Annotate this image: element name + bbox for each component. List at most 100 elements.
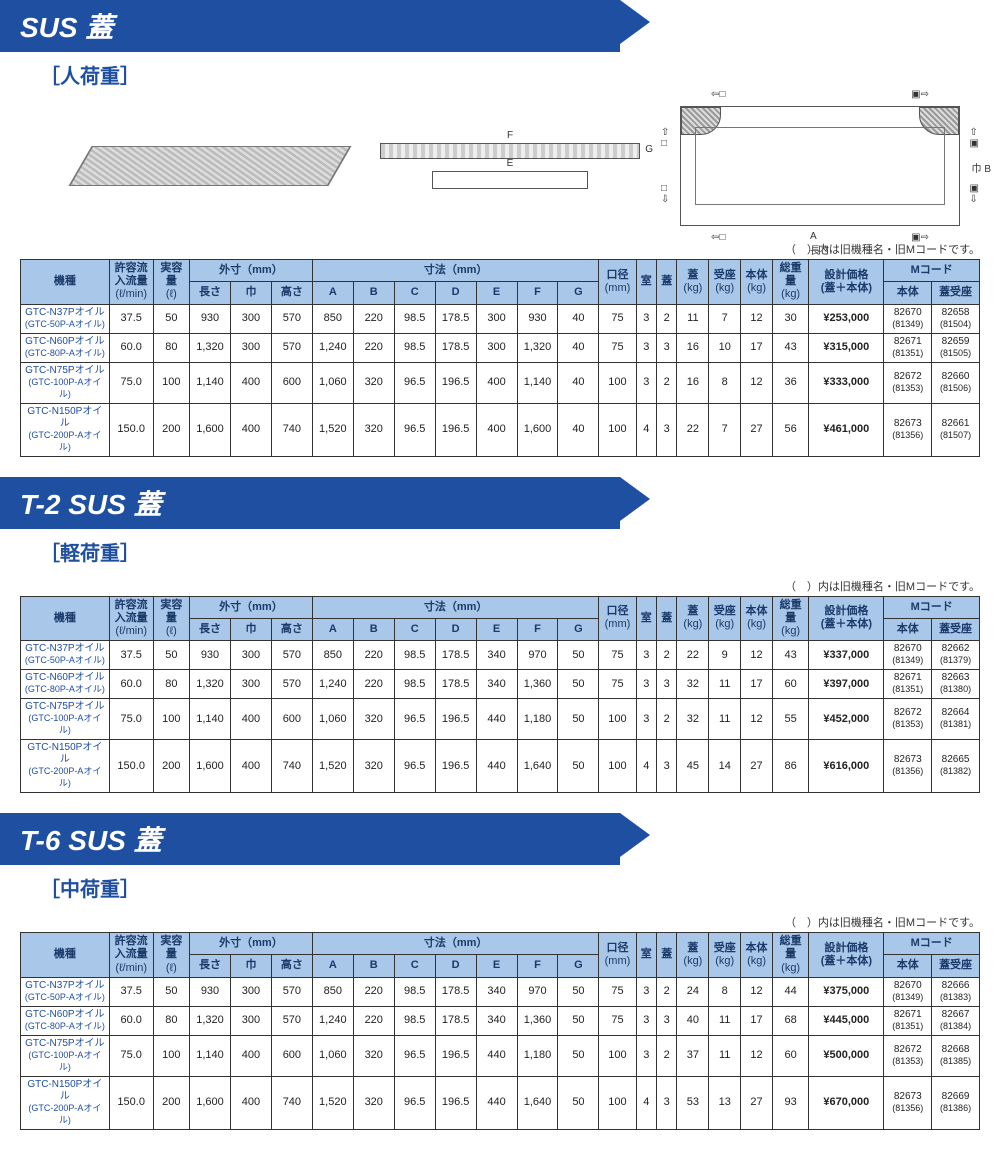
F-cell: 1,180	[517, 1035, 558, 1076]
lid-cell: 2	[657, 362, 677, 403]
lid-cell: 2	[657, 1035, 677, 1076]
lid-cell: 2	[657, 977, 677, 1006]
model-cell: GTC-N150Pオイル(GTC-200P-Aオイル)	[21, 740, 110, 793]
seatkg-cell: 8	[709, 977, 741, 1006]
mcode-seat-cell: 82664(81381)	[932, 699, 980, 740]
seatkg-cell: 11	[709, 699, 741, 740]
E-cell: 400	[476, 403, 517, 456]
room-cell: 4	[636, 1076, 656, 1129]
price-cell: ¥337,000	[809, 641, 884, 670]
B-cell: 320	[353, 362, 394, 403]
B-cell: 320	[353, 1076, 394, 1129]
D-cell: 178.5	[435, 304, 476, 333]
wid-cell: 300	[230, 333, 271, 362]
C-cell: 98.5	[394, 333, 435, 362]
seatkg-cell: 11	[709, 670, 741, 699]
flow-cell: 37.5	[109, 977, 153, 1006]
G-cell: 50	[558, 699, 599, 740]
room-cell: 4	[636, 740, 656, 793]
flow-cell: 75.0	[109, 1035, 153, 1076]
room-cell: 4	[636, 403, 656, 456]
dia-cell: 100	[599, 740, 636, 793]
len-cell: 1,140	[190, 699, 231, 740]
A-cell: 1,520	[312, 1076, 353, 1129]
G-cell: 50	[558, 977, 599, 1006]
cap-cell: 200	[153, 403, 189, 456]
D-cell: 178.5	[435, 333, 476, 362]
lid-cell: 3	[657, 333, 677, 362]
lid-cell: 3	[657, 1076, 677, 1129]
mcode-body-cell: 82671(81351)	[884, 333, 932, 362]
mcode-body-cell: 82670(81349)	[884, 977, 932, 1006]
bodykg-cell: 12	[741, 977, 773, 1006]
lid-cell: 3	[657, 1006, 677, 1035]
model-cell: GTC-N60Pオイル(GTC-80P-Aオイル)	[21, 333, 110, 362]
D-cell: 178.5	[435, 670, 476, 699]
C-cell: 96.5	[394, 362, 435, 403]
len-cell: 1,600	[190, 403, 231, 456]
room-cell: 3	[636, 699, 656, 740]
E-cell: 440	[476, 699, 517, 740]
F-cell: 1,640	[517, 740, 558, 793]
dia-cell: 100	[599, 699, 636, 740]
cap-cell: 50	[153, 304, 189, 333]
dia-cell: 100	[599, 362, 636, 403]
G-cell: 50	[558, 670, 599, 699]
bodykg-cell: 12	[741, 699, 773, 740]
A-cell: 1,520	[312, 403, 353, 456]
flow-cell: 150.0	[109, 403, 153, 456]
mcode-body-cell: 82671(81351)	[884, 670, 932, 699]
len-cell: 1,320	[190, 333, 231, 362]
section-title: T-6 SUS 蓋	[0, 813, 620, 865]
room-cell: 3	[636, 362, 656, 403]
mcode-seat-cell: 82658(81504)	[932, 304, 980, 333]
hei-cell: 600	[271, 699, 312, 740]
totalkg-cell: 86	[772, 740, 808, 793]
hei-cell: 570	[271, 333, 312, 362]
note-text: （ ）内は旧機種名・旧Mコードです。	[0, 578, 1000, 594]
len-cell: 930	[190, 304, 231, 333]
A-cell: 1,060	[312, 362, 353, 403]
G-cell: 50	[558, 1006, 599, 1035]
totalkg-cell: 36	[772, 362, 808, 403]
G-cell: 40	[558, 304, 599, 333]
mcode-body-cell: 82671(81351)	[884, 1006, 932, 1035]
totalkg-cell: 93	[772, 1076, 808, 1129]
model-cell: GTC-N37Pオイル(GTC-50P-Aオイル)	[21, 304, 110, 333]
len-cell: 930	[190, 977, 231, 1006]
room-cell: 3	[636, 1006, 656, 1035]
totalkg-cell: 43	[772, 333, 808, 362]
room-cell: 3	[636, 333, 656, 362]
E-cell: 400	[476, 362, 517, 403]
flow-cell: 60.0	[109, 333, 153, 362]
hei-cell: 740	[271, 740, 312, 793]
lidkg-cell: 22	[677, 403, 709, 456]
dia-cell: 75	[599, 670, 636, 699]
F-cell: 1,600	[517, 403, 558, 456]
C-cell: 98.5	[394, 977, 435, 1006]
mcode-body-cell: 82672(81353)	[884, 699, 932, 740]
lidkg-cell: 22	[677, 641, 709, 670]
bodykg-cell: 17	[741, 333, 773, 362]
lid-cell: 3	[657, 740, 677, 793]
lid-cell: 2	[657, 699, 677, 740]
E-cell: 340	[476, 670, 517, 699]
spec-table: 機種許容流入流量(ℓ/min)実容量(ℓ)外寸（mm）寸法（mm）口径(mm)室…	[20, 259, 980, 457]
C-cell: 96.5	[394, 699, 435, 740]
totalkg-cell: 60	[772, 670, 808, 699]
C-cell: 96.5	[394, 1076, 435, 1129]
lidkg-cell: 45	[677, 740, 709, 793]
mcode-seat-cell: 82661(81507)	[932, 403, 980, 456]
totalkg-cell: 44	[772, 977, 808, 1006]
mcode-seat-cell: 82662(81379)	[932, 641, 980, 670]
D-cell: 196.5	[435, 699, 476, 740]
wid-cell: 300	[230, 977, 271, 1006]
B-cell: 320	[353, 1035, 394, 1076]
len-cell: 1,140	[190, 362, 231, 403]
price-cell: ¥452,000	[809, 699, 884, 740]
model-cell: GTC-N75Pオイル(GTC-100P-Aオイル)	[21, 362, 110, 403]
model-cell: GTC-N37Pオイル(GTC-50P-Aオイル)	[21, 977, 110, 1006]
price-cell: ¥500,000	[809, 1035, 884, 1076]
cap-cell: 100	[153, 699, 189, 740]
mcode-seat-cell: 82669(81386)	[932, 1076, 980, 1129]
